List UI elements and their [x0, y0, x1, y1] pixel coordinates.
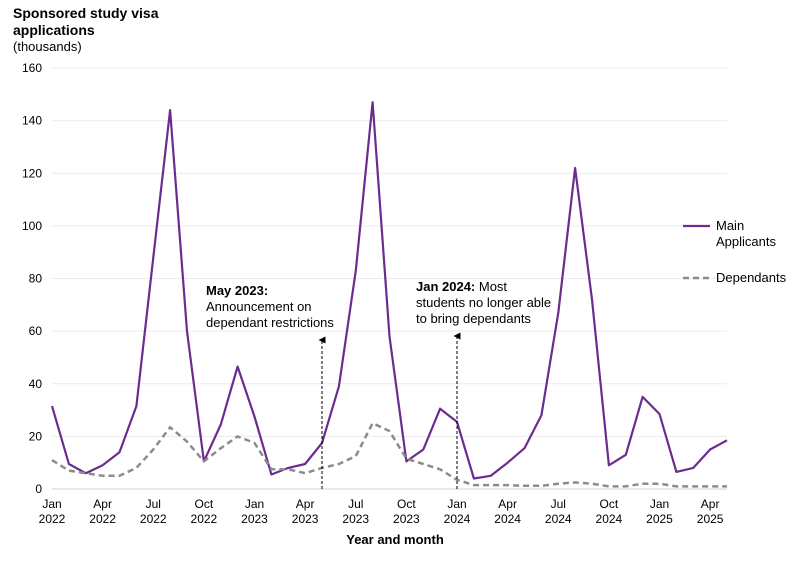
chart-unit-label: (thousands) [13, 39, 82, 54]
series-line-main-applicants [50, 101, 728, 480]
annotations: May 2023: Announcement on dependant restri… [206, 279, 551, 489]
x-tick-label: Oct 2022 [191, 497, 218, 526]
x-tick-label: Apr 2023 [292, 497, 319, 526]
y-axis: 0 20 40 60 80 100 120 140 160 [22, 61, 42, 496]
annotation-text: May 2023: Announcement on dependant restri… [206, 283, 334, 330]
x-tick-label: Jul 2022 [140, 497, 167, 526]
x-tick-label: Jan 2023 [241, 497, 268, 526]
x-tick-label: Apr 2024 [494, 497, 521, 526]
y-tick-label: 0 [35, 482, 42, 496]
y-tick-label: 80 [29, 272, 43, 286]
chart-title: Sponsored study visa applications [13, 5, 159, 38]
x-tick-label: Jan 2022 [39, 497, 66, 526]
x-tick-label: Oct 2024 [596, 497, 623, 526]
legend-label: Main Applicants [716, 218, 776, 249]
y-tick-label: 60 [29, 324, 43, 338]
x-tick-label: Jan 2025 [646, 497, 673, 526]
x-tick-label: Apr 2022 [89, 497, 116, 526]
x-tick-label: Jul 2023 [342, 497, 369, 526]
x-axis: Jan 2022 Apr 2022 Jul 2022 Oct 2022 Jan 2023 Apr 20… [39, 497, 724, 526]
annotation-text: Jan 2024: Most students no longer able to … [416, 279, 551, 326]
y-tick-label: 20 [29, 429, 43, 443]
legend: Main Applicants Dependants [683, 218, 787, 285]
x-axis-label: Year and month [346, 532, 444, 547]
series-line-dependants [51, 421, 727, 488]
x-tick-label: Apr 2025 [697, 497, 724, 526]
y-tick-label: 100 [22, 219, 42, 233]
x-tick-label: Jul 2024 [545, 497, 572, 526]
y-tick-label: 40 [29, 377, 43, 391]
legend-label: Dependants [716, 270, 787, 285]
grid-lines [52, 67, 727, 490]
y-tick-label: 120 [22, 166, 42, 180]
x-tick-label: Oct 2023 [393, 497, 420, 526]
x-tick-label: Jan 2024 [444, 497, 471, 526]
y-tick-label: 140 [22, 114, 42, 128]
y-tick-label: 160 [22, 61, 42, 75]
series-lines [50, 101, 728, 488]
